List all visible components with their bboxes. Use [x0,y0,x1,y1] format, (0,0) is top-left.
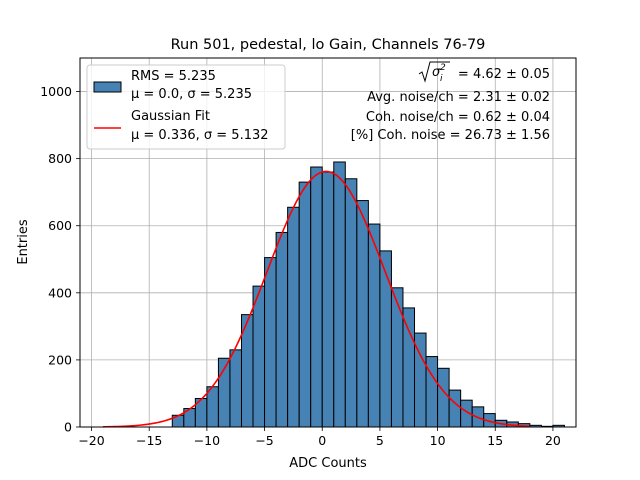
histogram-bar [344,178,358,428]
x-tick-label: −15 [136,433,162,448]
y-axis-label: Entries [16,219,31,265]
x-axis-ticks: −20 −15 −10 −5 0 5 10 15 20 [78,427,561,448]
y-tick-label: 600 [48,218,72,233]
sigma-symbol: σ [432,65,441,80]
histogram-bar [310,166,323,428]
y-tick-label: 200 [48,352,72,367]
legend-fit-line1: Gaussian Fit [131,109,210,124]
histogram-bar [206,386,219,428]
histogram-bar [356,200,369,428]
x-axis-label: ADC Counts [289,456,367,471]
x-tick-label: 5 [376,433,384,448]
histogram-bar [275,231,289,428]
sigma-total-formula: σ 2 i [418,61,450,84]
histogram-bar [402,307,416,428]
x-tick-label: −20 [78,433,104,448]
legend-fit-line2: μ = 0.336, σ = 5.132 [131,128,269,143]
histogram-bar [379,250,392,428]
x-tick-label: 10 [430,433,446,448]
histogram-bar [390,287,404,428]
noise-annotations: σ 2 i = 4.62 ± 0.05 Avg. noise/ch = 2.31… [351,61,550,143]
sigma-total-value: = 4.62 ± 0.05 [458,67,550,82]
histogram-bar [448,389,462,428]
histogram-bar [264,257,277,428]
avg-noise-text: Avg. noise/ch = 2.31 ± 0.02 [367,90,550,105]
legend-histogram-swatch [93,81,122,93]
plot-frame [79,57,577,428]
legend-histogram-line1: RMS = 5.235 [131,69,216,84]
legend-histogram-line2: μ = 0.0, σ = 5.235 [131,87,252,102]
histogram-bar [437,367,450,428]
histogram-bar [229,349,242,428]
y-tick-label: 400 [48,285,72,300]
x-tick-label: −5 [255,433,273,448]
chart-title: Run 501, pedestal, lo Gain, Channels 76-… [171,37,486,53]
pct-coh-noise-text: [%] Coh. noise = 26.73 ± 1.56 [351,128,550,143]
y-axis-ticks: 0 200 400 600 800 1000 [40,84,80,435]
sigma-subscript: i [440,74,443,84]
x-tick-label: 0 [318,433,326,448]
histogram-bar [333,161,346,428]
histogram-bar [252,285,266,428]
y-tick-label: 0 [64,420,72,435]
histogram-bar [321,171,335,428]
x-tick-label: 15 [487,433,503,448]
coh-noise-text: Coh. noise/ch = 0.62 ± 0.04 [366,110,550,125]
x-tick-label: 20 [545,433,561,448]
sqrt-symbol [418,61,450,83]
y-tick-label: 800 [48,151,72,166]
histogram-bar [298,181,312,428]
histogram-bar [287,206,300,428]
legend: RMS = 5.235 μ = 0.0, σ = 5.235 Gaussian … [86,64,286,150]
fit-curve [103,170,530,428]
y-tick-label: 1000 [40,84,72,99]
legend-box [86,64,286,150]
x-tick-label: −10 [194,433,220,448]
gaussian-fit-line [103,170,530,428]
sigma-superscript: 2 [440,63,446,73]
